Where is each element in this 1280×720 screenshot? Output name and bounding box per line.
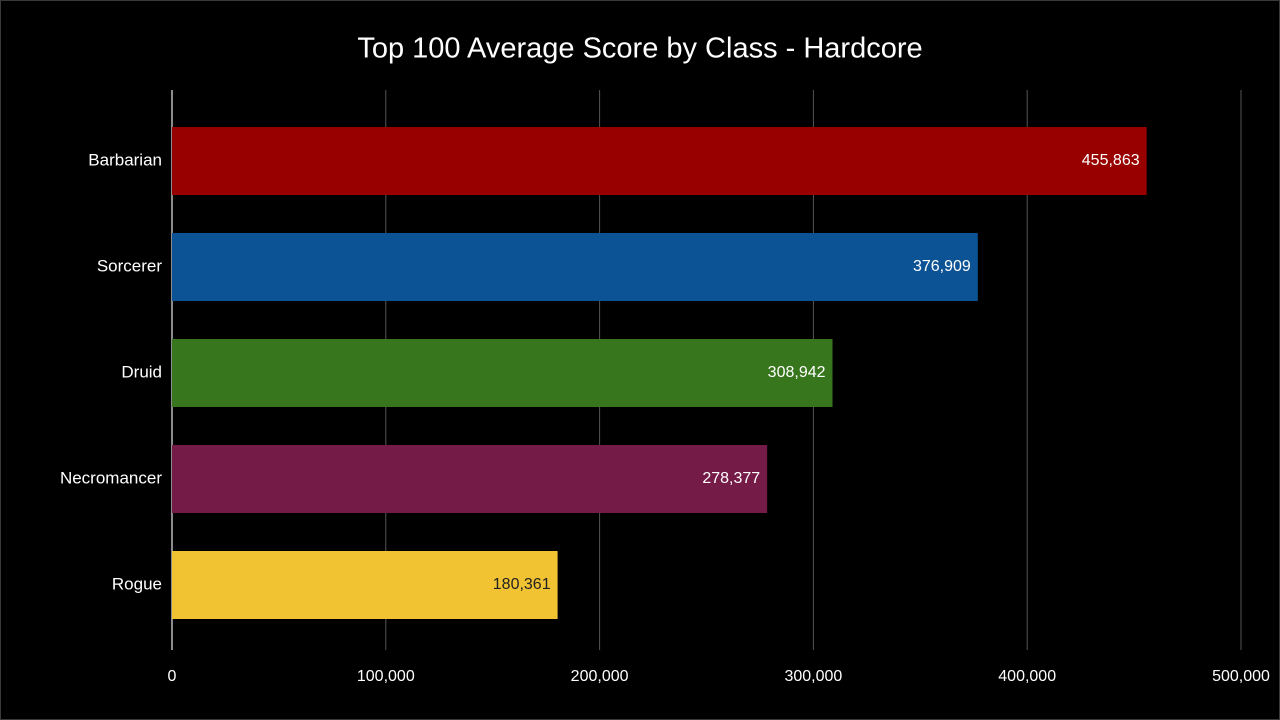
bar — [172, 445, 768, 513]
y-tick-label: Sorcerer — [97, 256, 163, 275]
x-tick-label: 100,000 — [357, 668, 415, 685]
data-label: 308,942 — [768, 364, 826, 381]
x-tick-label: 200,000 — [571, 668, 629, 685]
data-label: 180,361 — [493, 576, 551, 593]
x-tick-label: 500,000 — [1212, 668, 1270, 685]
y-tick-label: Barbarian — [88, 150, 162, 169]
bar — [172, 551, 558, 619]
y-tick-label: Druid — [121, 362, 162, 381]
data-label: 455,863 — [1082, 152, 1140, 169]
x-tick-label: 400,000 — [998, 668, 1056, 685]
data-label: 376,909 — [913, 258, 971, 275]
data-label: 278,377 — [702, 470, 760, 487]
bar — [172, 233, 978, 301]
y-tick-label: Necromancer — [60, 468, 162, 487]
chart-title: Top 100 Average Score by Class - Hardcor… — [357, 33, 922, 65]
x-tick-label: 300,000 — [784, 668, 842, 685]
bar — [172, 339, 833, 407]
y-tick-label: Rogue — [112, 574, 162, 593]
x-tick-label: 0 — [168, 668, 177, 685]
bar — [172, 127, 1147, 195]
